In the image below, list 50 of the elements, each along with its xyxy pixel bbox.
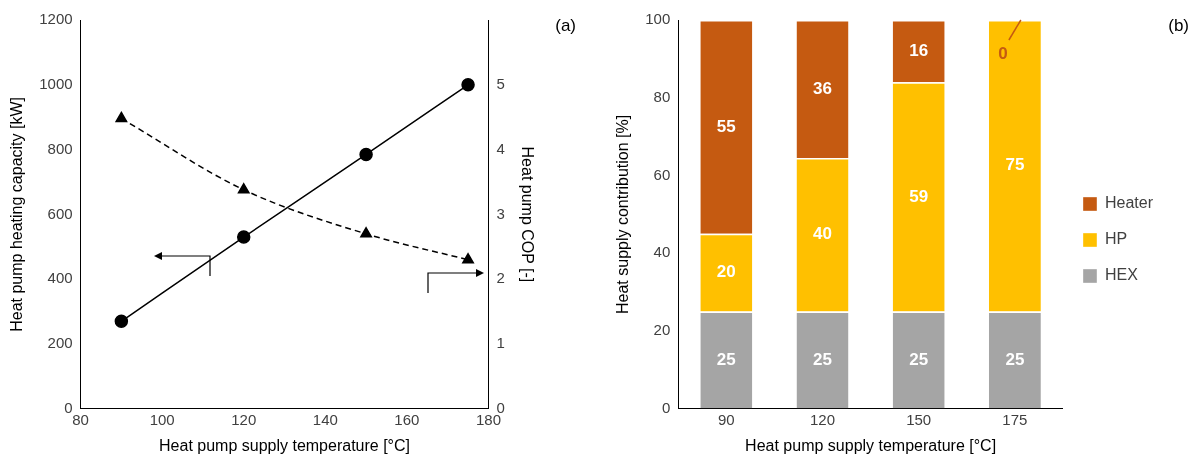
legend-label: HEX — [1104, 266, 1139, 284]
data-label: 40 — [813, 224, 832, 244]
y-tick-label: 0 — [64, 398, 73, 416]
data-label: 20 — [716, 262, 736, 282]
data-label: 25 — [716, 349, 736, 369]
data-label: 25 — [1005, 349, 1025, 369]
y-tick-label: 100 — [645, 10, 671, 28]
data-label: 25 — [909, 349, 929, 369]
x-tick-label: 175 — [1002, 410, 1028, 428]
data-label: 16 — [909, 40, 929, 60]
x-tick-label: 100 — [149, 410, 175, 428]
y-tick-label: 40 — [653, 243, 671, 261]
data-label: 75 — [1005, 155, 1025, 175]
data-label: 0 — [998, 43, 1008, 63]
data-label: 25 — [813, 349, 832, 369]
x-tick-label: 150 — [906, 410, 932, 428]
text: (a) — [555, 16, 576, 36]
y-tick-label: 20 — [653, 321, 671, 339]
y-tick-label: 1200 — [39, 10, 73, 28]
y-tick-label: 600 — [47, 204, 73, 222]
x-tick-label: 120 — [231, 410, 257, 428]
y2-tick-label: 3 — [496, 204, 505, 222]
y2-tick-label: 0 — [496, 398, 505, 416]
y2-tick-label: 5 — [496, 74, 505, 92]
text: (b) — [1168, 16, 1189, 36]
y-tick-label: 1000 — [39, 74, 73, 92]
y-tick-label: 0 — [661, 398, 671, 416]
y-tick-label: 80 — [653, 87, 671, 105]
x-tick-label: 90 — [717, 410, 735, 428]
y-tick-label: 60 — [653, 165, 671, 183]
data-label: 36 — [813, 78, 832, 98]
data-label: 59 — [909, 186, 929, 206]
y-tick-label: 800 — [47, 139, 73, 157]
y-axis-title: Heat supply contribution [%] — [614, 114, 632, 315]
x-tick-label: 160 — [394, 410, 420, 428]
data-label: 55 — [716, 116, 736, 136]
x-tick-label: 120 — [809, 410, 836, 428]
y2-tick-label: 2 — [496, 269, 505, 287]
legend-label: HP — [1104, 230, 1128, 248]
x-tick-label: 140 — [312, 410, 338, 428]
y2-axis-title: Heat pump COP [-] — [518, 146, 536, 283]
legend-label: Heater — [1104, 194, 1154, 212]
y-tick-label: 400 — [47, 269, 73, 287]
y-axis-title: Heat pump heating capacity [kW] — [8, 97, 26, 332]
x-tick-label: 80 — [72, 410, 89, 428]
y2-tick-label: 1 — [496, 334, 505, 352]
y-tick-label: 200 — [47, 334, 73, 352]
y2-tick-label: 4 — [496, 139, 505, 157]
x-axis-title: Heat pump supply temperature [°C] — [159, 436, 410, 454]
x-axis-title: Heat pump supply temperature [°C] — [745, 436, 997, 454]
